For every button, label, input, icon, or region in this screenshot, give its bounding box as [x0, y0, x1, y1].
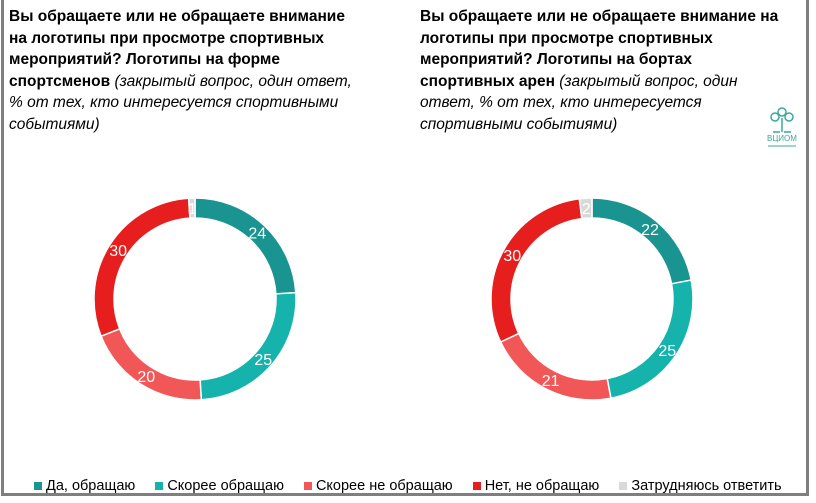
legend-label: Да, обращаю: [46, 478, 136, 494]
legend: Да, обращаю Скорее обращаю Скорее не обращ…: [34, 478, 802, 494]
data-label: 30: [109, 243, 127, 260]
legend-swatch: [472, 482, 481, 490]
data-label: 24: [248, 226, 266, 243]
legend-item: Затрудняюсь ответить: [619, 478, 782, 494]
data-label: 22: [641, 222, 659, 239]
donut-segment: [100, 327, 203, 401]
legend-item: Скорее обращаю: [155, 478, 284, 494]
legend-item: Скорее не обращаю: [303, 478, 453, 494]
data-label: 1: [188, 201, 197, 218]
svg-text:ВЦИОМ: ВЦИОМ: [767, 134, 797, 143]
data-label: 21: [542, 373, 560, 390]
vciom-logo: ВЦИОМ: [767, 107, 797, 147]
donut-segment: [490, 197, 583, 344]
donut-segment: [93, 197, 191, 338]
legend-label: Скорее обращаю: [167, 478, 284, 494]
legend-label: Нет, не обращаю: [484, 478, 600, 494]
data-label: 25: [658, 343, 676, 360]
legend-label: Затрудняюсь ответить: [631, 478, 782, 494]
data-label: 20: [137, 369, 155, 386]
legend-swatch: [619, 482, 628, 490]
chart-title-right: Вы обращаете или не обращаете внимание н…: [420, 8, 779, 133]
data-label: 25: [254, 352, 272, 369]
data-label: 30: [503, 248, 521, 265]
legend-swatch: [34, 482, 42, 490]
donut-segment: [578, 197, 593, 220]
chart-title-left: Вы обращаете или не обращаете внимание н…: [9, 8, 352, 133]
legend-swatch: [155, 482, 164, 490]
legend-label: Скорее не обращаю: [315, 478, 453, 494]
donut-segment: [187, 197, 196, 219]
legend-item: Да, обращаю: [34, 478, 135, 494]
legend-swatch: [303, 482, 312, 490]
chart-frame: [1, 0, 809, 496]
donut-segment: [606, 279, 694, 400]
donut-segment: [199, 291, 297, 401]
donut-segment: [591, 197, 693, 285]
donut-segment: [194, 197, 297, 295]
data-label: 2: [582, 201, 591, 218]
legend-item: Нет, не обращаю: [472, 478, 600, 494]
